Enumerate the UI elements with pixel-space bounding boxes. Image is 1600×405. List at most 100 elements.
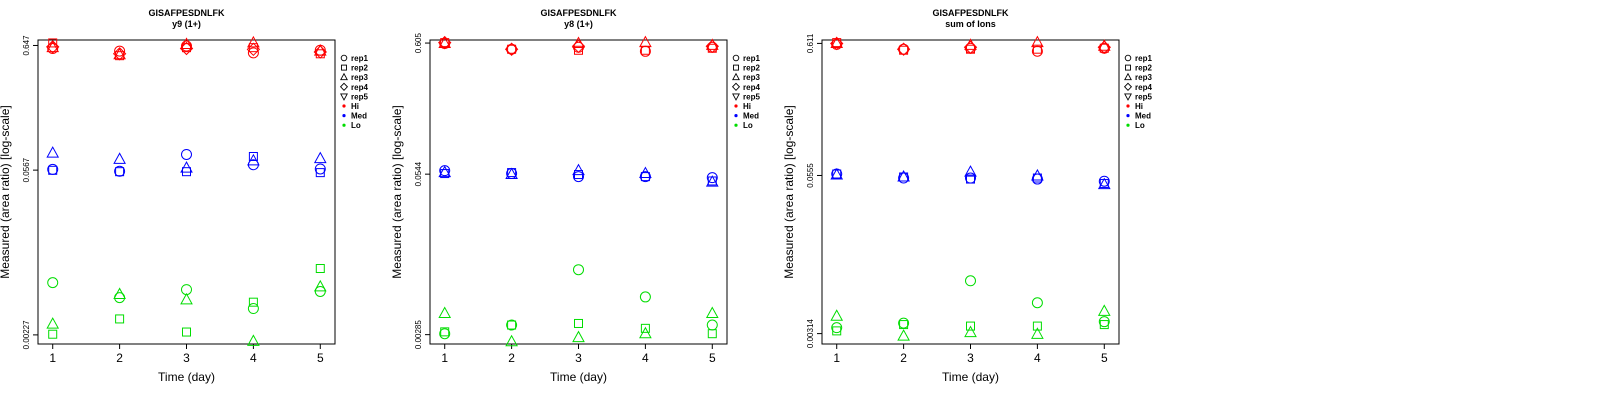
data-point-med-rep3 bbox=[180, 161, 193, 173]
data-point-lo-rep3 bbox=[247, 334, 260, 346]
legend-dot-med bbox=[734, 114, 738, 118]
x-tick-label: 1 bbox=[49, 351, 56, 365]
y-tick-label: 0.611 bbox=[806, 33, 815, 53]
data-point-lo-rep1 bbox=[506, 319, 518, 331]
data-point-med-rep2 bbox=[315, 168, 325, 178]
data-point-lo-rep1 bbox=[706, 319, 718, 331]
data-point-med-rep3 bbox=[830, 167, 844, 180]
data-point-med-rep3 bbox=[247, 153, 260, 166]
x-tick-label: 4 bbox=[1034, 351, 1041, 365]
legend-marker-rep2 bbox=[1125, 64, 1131, 71]
legend-marker-rep1 bbox=[340, 54, 348, 62]
data-point-hi-rep2 bbox=[574, 45, 583, 55]
legend-label: rep3 bbox=[743, 73, 760, 82]
data-point-lo-rep2 bbox=[1099, 320, 1109, 330]
data-point-lo-rep3 bbox=[1031, 327, 1044, 339]
data-point-lo-rep3 bbox=[46, 317, 60, 329]
plot-frame bbox=[821, 39, 1120, 345]
y-axis-label: Measured (area ratio) [log-scale] bbox=[0, 105, 12, 278]
y-tick-label: 0.0567 bbox=[22, 157, 31, 182]
data-point-lo-rep3 bbox=[964, 325, 977, 338]
legend-marker-rep4 bbox=[339, 82, 349, 91]
data-point-med-rep3 bbox=[46, 146, 60, 158]
data-point-lo-rep1 bbox=[965, 275, 976, 287]
data-point-lo-rep2 bbox=[899, 320, 909, 330]
legend-label: rep2 bbox=[351, 64, 368, 73]
data-point-med-rep1 bbox=[573, 171, 584, 183]
legend-marker-rep1 bbox=[732, 54, 740, 62]
data-point-hi-rep4 bbox=[179, 41, 194, 56]
data-point-med-rep3 bbox=[1097, 177, 1111, 190]
chart-title: GISAFPESDNLFK bbox=[540, 8, 617, 18]
data-point-hi-rep4 bbox=[246, 42, 261, 57]
plot-frame bbox=[429, 39, 728, 345]
x-tick-label: 3 bbox=[575, 351, 582, 365]
legend-label: Med bbox=[743, 112, 759, 121]
data-point-hi-rep3 bbox=[1031, 35, 1044, 48]
data-point-hi-rep4 bbox=[438, 35, 452, 50]
series-med bbox=[830, 165, 1111, 190]
data-point-lo-rep1 bbox=[1031, 297, 1043, 309]
y-tick-label: 0.0555 bbox=[806, 163, 815, 188]
data-point-hi-rep3 bbox=[46, 40, 60, 53]
data-point-hi-rep3 bbox=[830, 36, 844, 48]
legend-marker-rep5 bbox=[732, 93, 740, 101]
data-point-lo-rep1 bbox=[831, 322, 843, 334]
data-point-med-rep1 bbox=[114, 165, 126, 177]
series-hi bbox=[46, 35, 327, 61]
series-hi bbox=[438, 35, 719, 57]
chart-subtitle: y8 (1+) bbox=[564, 19, 593, 29]
data-point-med-rep3 bbox=[705, 175, 719, 187]
data-point-lo-rep1 bbox=[47, 277, 59, 289]
data-point-med-rep2 bbox=[48, 165, 58, 175]
series-hi bbox=[830, 35, 1111, 57]
data-point-lo-rep3 bbox=[180, 292, 193, 305]
data-point-hi-rep2 bbox=[440, 38, 450, 48]
data-point-lo-rep3 bbox=[113, 287, 126, 299]
x-tick-label: 4 bbox=[642, 351, 649, 365]
y-tick-label: 0.605 bbox=[414, 33, 423, 54]
data-point-med-rep3 bbox=[639, 166, 652, 179]
x-tick-label: 2 bbox=[116, 351, 123, 365]
legend-label: rep4 bbox=[743, 83, 760, 92]
data-point-med-rep3 bbox=[897, 169, 910, 182]
y-axis-label: Measured (area ratio) [log-scale] bbox=[390, 105, 404, 278]
y-tick-label: 0.647 bbox=[22, 35, 31, 56]
data-point-hi-rep4 bbox=[963, 40, 978, 54]
y-tick-label: 0.00227 bbox=[22, 320, 31, 349]
legend-label: Lo bbox=[351, 121, 361, 130]
x-tick-label: 1 bbox=[833, 351, 840, 365]
data-point-hi-rep2 bbox=[48, 38, 58, 48]
data-point-med-rep3 bbox=[438, 165, 452, 178]
x-tick-label: 5 bbox=[1101, 351, 1108, 365]
legend-label: rep5 bbox=[743, 92, 760, 101]
legend-dot-lo bbox=[1126, 123, 1130, 127]
data-point-hi-rep4 bbox=[896, 42, 911, 56]
data-point-hi-rep4 bbox=[830, 36, 844, 51]
legend-dot-hi bbox=[1126, 104, 1130, 108]
data-point-lo-rep3 bbox=[313, 279, 327, 292]
series-lo bbox=[46, 264, 327, 346]
data-point-med-rep2 bbox=[640, 172, 650, 182]
legend-marker-rep5 bbox=[340, 93, 348, 101]
legend-marker-rep3 bbox=[732, 72, 740, 81]
legend-dot-lo bbox=[342, 123, 346, 127]
legend-marker-rep3 bbox=[340, 72, 348, 81]
data-point-lo-rep2 bbox=[182, 327, 191, 337]
data-point-lo-rep1 bbox=[1098, 316, 1110, 328]
data-point-hi-rep2 bbox=[182, 43, 191, 53]
chart-title: GISAFPESDNLFK bbox=[148, 8, 225, 18]
x-axis-label: Time (day) bbox=[942, 370, 999, 384]
chart-subtitle: y9 (1+) bbox=[172, 19, 201, 29]
legend-dot-hi bbox=[734, 104, 738, 108]
legend-label: rep5 bbox=[1135, 92, 1152, 101]
series-lo bbox=[830, 275, 1111, 341]
legend-marker-rep2 bbox=[733, 64, 739, 71]
data-point-hi-rep3 bbox=[438, 36, 452, 49]
data-point-lo-rep3 bbox=[1097, 304, 1111, 316]
data-point-hi-rep4 bbox=[1097, 40, 1111, 54]
data-point-lo-rep2 bbox=[707, 329, 717, 339]
data-point-lo-rep2 bbox=[115, 314, 125, 324]
